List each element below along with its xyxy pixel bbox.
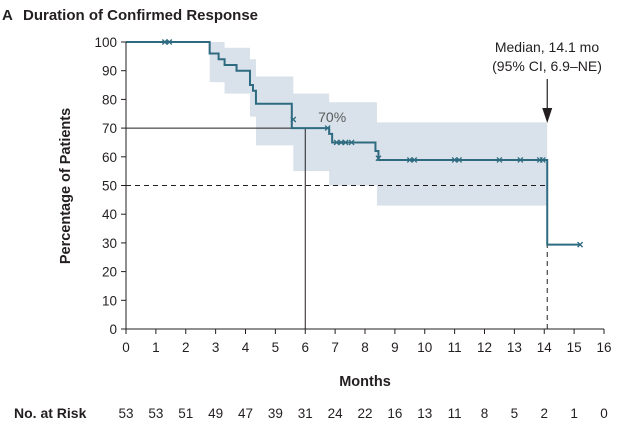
censor-stroke	[451, 156, 458, 163]
censor-mark	[348, 139, 355, 146]
at-risk-value: 49	[208, 406, 223, 421]
y-tick-label: 40	[102, 207, 117, 222]
median-annotation-line1: Median, 14.1 mo	[495, 39, 599, 55]
censor-mark	[539, 156, 546, 163]
at-risk-value: 47	[238, 406, 253, 421]
x-tick-label: 5	[272, 340, 280, 355]
x-tick-label: 7	[331, 340, 339, 355]
x-tick-label: 3	[212, 340, 220, 355]
median-annotation-line2: (95% CI, 6.9–NE)	[492, 58, 602, 74]
censor-stroke	[456, 156, 463, 163]
at-risk-value: 8	[481, 406, 489, 421]
x-tick-label: 10	[417, 340, 432, 355]
censor-stroke	[161, 39, 168, 45]
at-risk-values: 53 53 51 49 47 39 31 24 22 16 13 11 8 5 2 1 0	[118, 406, 607, 421]
censor-stroke	[166, 39, 173, 45]
y-tick-label: 70	[102, 121, 117, 136]
x-axis-title: Months	[339, 374, 391, 390]
y-tick-label: 10	[102, 293, 117, 308]
censor-mark	[375, 155, 382, 162]
censor-mark	[577, 241, 584, 248]
median-arrow	[542, 79, 553, 123]
at-risk-value: 31	[298, 406, 313, 421]
censor-mark	[496, 156, 503, 163]
x-tick-label: 1	[152, 340, 160, 355]
y-axis-title: Percentage of Patients	[58, 108, 74, 264]
confidence-band	[126, 42, 548, 206]
x-tick-label: 15	[567, 340, 582, 355]
censor-stroke	[517, 156, 524, 163]
censor-mark	[406, 156, 413, 163]
censor-stroke	[324, 125, 331, 132]
x-tick-label: 2	[182, 340, 190, 355]
censor-stroke	[338, 139, 345, 146]
at-risk-value: 11	[448, 406, 462, 421]
y-tick-label: 60	[102, 150, 117, 165]
x-ticks: 0 1 2 3 4 5 6 7 8 9 10 11 12 13 14 15 16	[122, 329, 612, 355]
y-tick-label: 0	[109, 322, 117, 337]
censor-stroke	[290, 116, 297, 123]
censor-stroke	[348, 139, 355, 146]
censor-mark	[451, 156, 458, 163]
at-risk-value: 2	[540, 406, 548, 421]
at-risk-value: 13	[417, 406, 432, 421]
y-tick-label: 20	[102, 265, 117, 280]
y-tick-label: 90	[102, 64, 117, 79]
censor-stroke	[539, 156, 546, 163]
x-tick-label: 6	[301, 340, 309, 355]
censor-mark	[161, 39, 168, 45]
at-risk-value: 1	[570, 406, 578, 421]
censor-stroke	[406, 156, 413, 163]
at-risk-value: 51	[178, 406, 193, 421]
at-risk-value: 16	[387, 406, 402, 421]
censor-mark	[456, 156, 463, 163]
panel-letter: A	[2, 7, 13, 24]
y-tick-label: 50	[102, 179, 117, 194]
arrow-head	[542, 108, 553, 123]
y-tick-label: 30	[102, 236, 117, 251]
chart-title: Duration of Confirmed Response	[23, 7, 258, 24]
censor-mark	[342, 139, 349, 146]
reference-lines	[126, 127, 548, 329]
at-risk-label: No. at Risk	[14, 405, 87, 421]
censor-mark	[290, 116, 297, 123]
censor-mark	[324, 125, 331, 132]
x-tick-label: 14	[537, 340, 553, 355]
y-ticks: 0 10 20 30 40 50 60 70 80 90 100	[94, 35, 126, 337]
at-risk-value: 24	[328, 406, 344, 421]
x-tick-label: 8	[361, 340, 369, 355]
y-tick-label: 100	[94, 35, 117, 50]
km-step-line	[126, 41, 581, 246]
ci-band-area	[126, 42, 548, 206]
censor-stroke	[496, 156, 503, 163]
x-tick-label: 4	[242, 340, 250, 355]
landmark-label: 70%	[318, 109, 346, 125]
at-risk-value: 53	[148, 406, 163, 421]
censor-stroke	[333, 139, 340, 146]
censor-stroke	[375, 155, 382, 162]
x-tick-label: 9	[391, 340, 399, 355]
x-tick-label: 16	[596, 340, 611, 355]
censor-stroke	[342, 139, 349, 146]
y-tick-label: 80	[102, 92, 117, 107]
x-tick-label: 12	[477, 340, 492, 355]
censor-mark	[338, 139, 345, 146]
at-risk-value: 22	[357, 406, 372, 421]
at-risk-value: 39	[268, 406, 283, 421]
censor-stroke	[577, 241, 584, 248]
censor-mark	[333, 139, 340, 146]
x-tick-label: 13	[507, 340, 522, 355]
at-risk-value: 5	[511, 406, 519, 421]
at-risk-value: 53	[118, 406, 133, 421]
km-curve	[126, 41, 581, 246]
censor-marks	[161, 39, 584, 248]
x-tick-label: 11	[448, 340, 462, 355]
censor-mark	[166, 39, 173, 45]
censor-stroke	[411, 156, 418, 163]
censor-mark	[411, 156, 418, 163]
censor-mark	[517, 156, 524, 163]
at-risk-value: 0	[600, 406, 608, 421]
x-tick-label: 0	[122, 340, 130, 355]
